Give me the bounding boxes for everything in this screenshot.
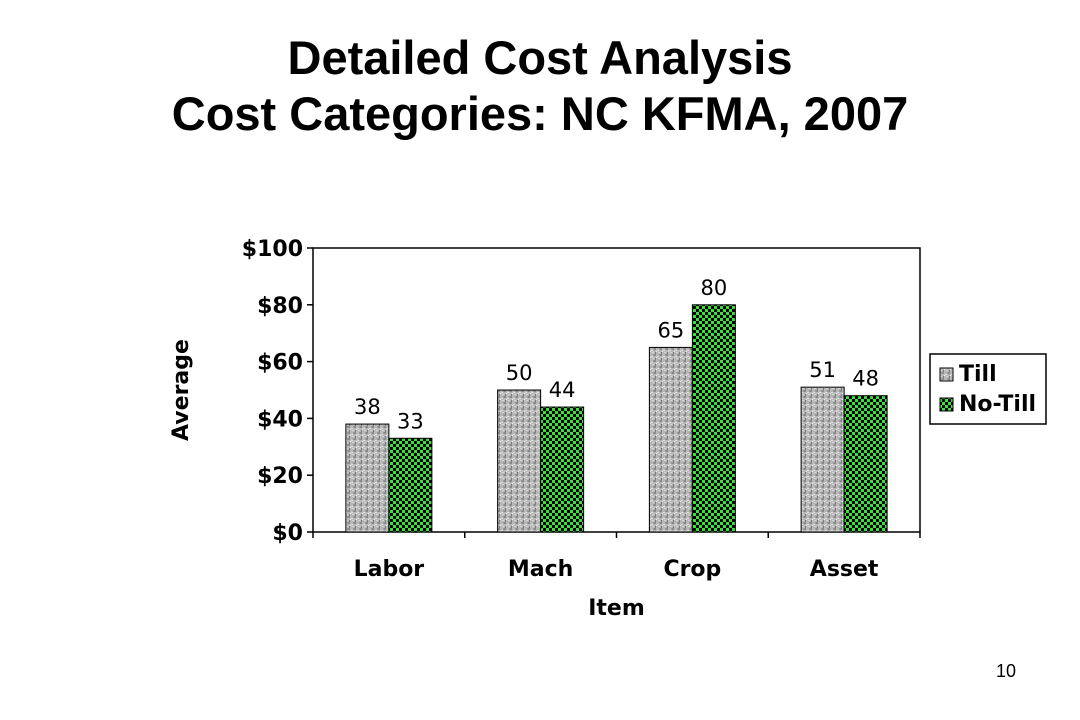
data-label: 51 (809, 358, 836, 382)
data-label: 38 (354, 395, 381, 419)
data-label: 50 (506, 361, 533, 385)
slide-title: Detailed Cost Analysis Cost Categories: … (0, 30, 1080, 142)
legend-swatch-till (939, 367, 954, 382)
y-tick-label: $100 (242, 237, 303, 262)
data-label: 65 (658, 318, 685, 342)
bar-till-asset (800, 386, 845, 533)
y-tick-label: $80 (257, 294, 303, 319)
data-label: 33 (397, 409, 424, 433)
slide-number: 10 (995, 661, 1016, 681)
data-label: 44 (549, 378, 576, 402)
x-tick-label: Mach (508, 557, 573, 582)
bar-till-mach (497, 389, 542, 533)
x-tick-label: Asset (810, 557, 879, 582)
y-tick-label: $0 (272, 521, 303, 546)
bar-no-till-labor (388, 437, 433, 533)
slide-title-line1: Detailed Cost Analysis (287, 31, 793, 84)
slide-title-line2: Cost Categories: NC KFMA, 2007 (171, 87, 909, 140)
legend (929, 353, 1047, 425)
data-label: 48 (852, 367, 879, 391)
bar-till-crop (648, 346, 693, 533)
legend-label: Till (959, 362, 997, 387)
y-axis-title: Average (169, 339, 194, 441)
x-tick-label: Labor (354, 557, 425, 582)
x-tick-label: Crop (663, 557, 721, 582)
y-tick-label: $40 (257, 407, 303, 432)
bar-till-labor (345, 423, 390, 533)
legend-label: No-Till (959, 392, 1036, 417)
x-axis-title: Item (588, 596, 645, 621)
bar-no-till-mach (540, 406, 585, 533)
data-label: 80 (701, 276, 728, 300)
y-tick-label: $60 (257, 351, 303, 376)
bar-no-till-crop (691, 304, 736, 533)
bar-no-till-asset (843, 395, 888, 533)
legend-swatch-no-till (939, 397, 954, 412)
y-tick-label: $20 (257, 464, 303, 489)
